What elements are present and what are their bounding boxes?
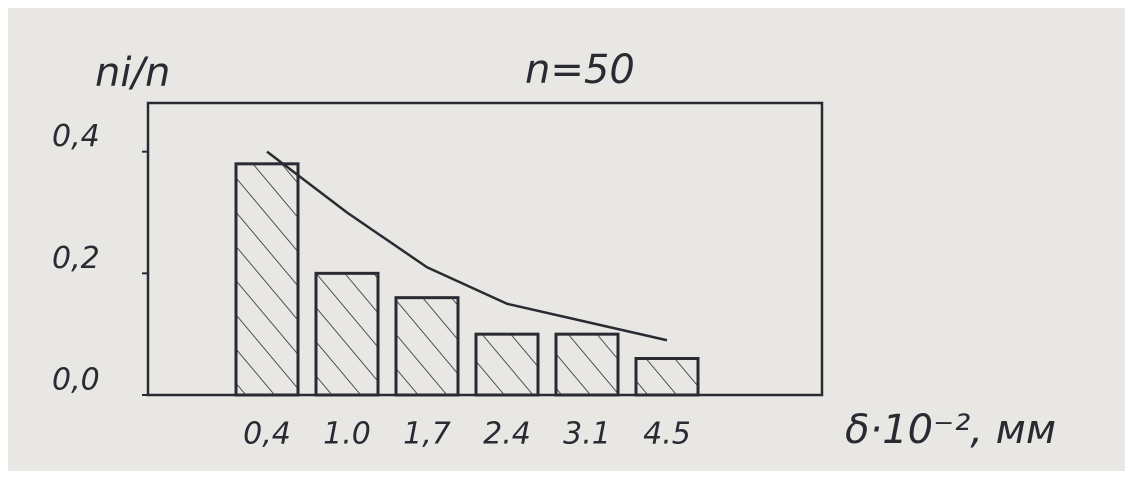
x-tick-label: 1.0 (323, 417, 371, 452)
bar-hatch (316, 273, 378, 395)
fit-curve (266, 150, 668, 342)
bar-hatch (636, 358, 698, 395)
bar (474, 332, 540, 397)
bar-hatch (476, 334, 538, 395)
bar (394, 296, 460, 397)
bar (554, 332, 620, 397)
bar-hatch (396, 297, 458, 395)
x-axis-label: δ·10⁻², мм (845, 407, 1056, 453)
bar-hatch (556, 334, 618, 395)
x-tick-label: 2.4 (483, 417, 531, 452)
chart-title: n=50 (525, 47, 635, 93)
bar (634, 357, 700, 397)
bar (234, 162, 300, 397)
y-tick-label: 0,2 (52, 241, 100, 276)
x-tick-label: 1,7 (403, 417, 451, 452)
x-tick-label: 3.1 (563, 417, 611, 452)
y-tick-label: 0,0 (52, 363, 100, 398)
bar-hatch (236, 163, 298, 395)
bar (314, 271, 380, 397)
x-tick-label: 4.5 (643, 417, 691, 452)
y-tick-label: 0,4 (52, 119, 100, 154)
x-tick-label: 0,4 (243, 417, 291, 452)
y-axis-label: ni/n (95, 50, 170, 96)
